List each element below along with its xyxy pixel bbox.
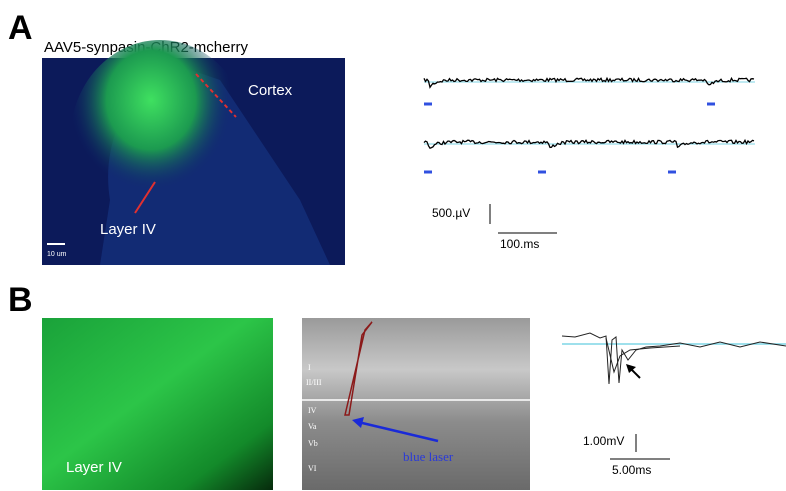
layer-label: Va — [308, 422, 317, 431]
scale-label: 500.µV — [432, 206, 470, 220]
expression-area — [70, 40, 250, 240]
panel-label: B — [8, 281, 33, 319]
figure: A AAV5-synpasin-ChR2-mcherry Cortex Laye… — [0, 0, 786, 491]
scale-label: 100.ms — [500, 237, 539, 251]
annotation: Layer IV — [66, 459, 122, 476]
annotation: blue laser — [403, 449, 454, 464]
annotation: Layer IV — [100, 221, 156, 238]
trace — [424, 78, 754, 87]
panel-label: A — [8, 9, 33, 47]
layer-label: II/III — [306, 378, 322, 387]
annotation: Cortex — [248, 82, 293, 99]
traces — [424, 78, 755, 172]
layer-label: Vb — [308, 439, 318, 448]
layer-label: IV — [308, 406, 317, 415]
layer-label: VI — [308, 464, 317, 473]
layer-label: I — [308, 363, 311, 372]
trace — [562, 333, 786, 384]
scale-label: 1.00mV — [583, 434, 624, 448]
scale-label: 10 um — [47, 251, 67, 258]
scale-label: 5.00ms — [612, 463, 651, 477]
slice-image — [302, 318, 530, 490]
